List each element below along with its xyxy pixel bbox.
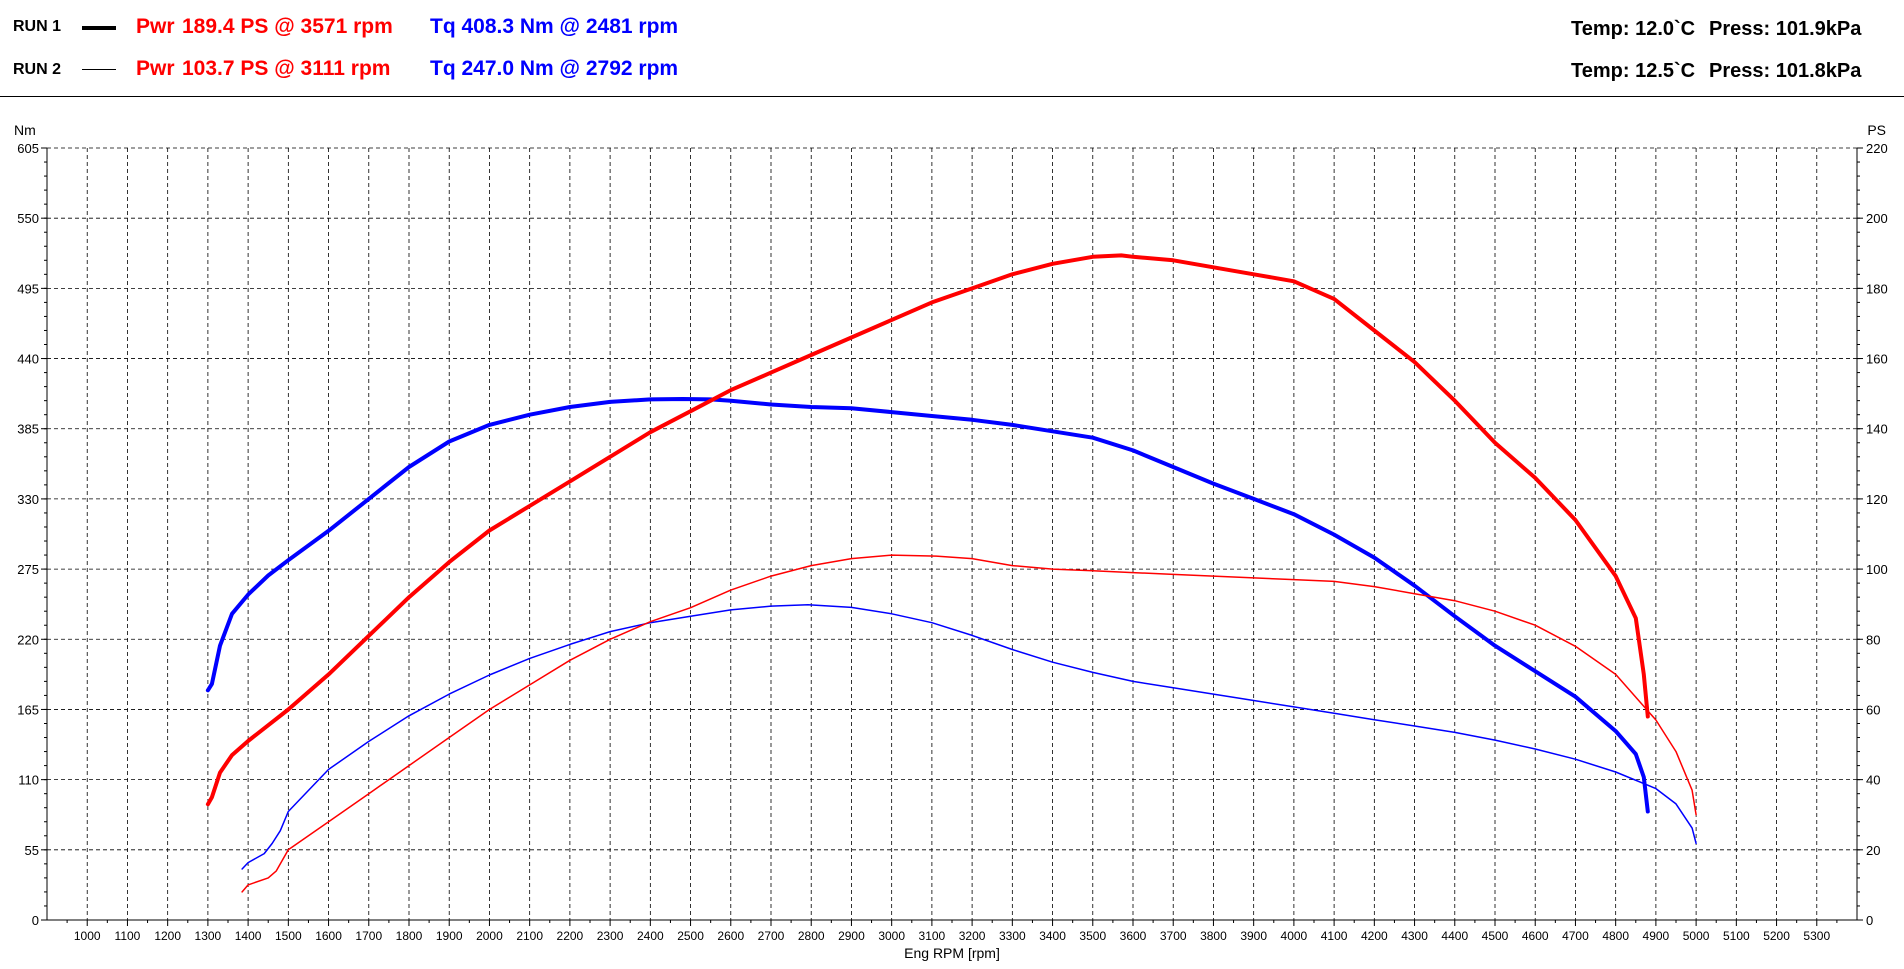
left-axis-label: Nm: [14, 122, 36, 138]
run1-temp: Temp: 12.0`C: [1571, 18, 1696, 40]
run1-press: Press: 101.9kPa: [1709, 18, 1862, 40]
run2-label: RUN 2: [13, 61, 62, 78]
y-left-tick-label: 220: [17, 632, 39, 647]
x-tick-label: 3200: [959, 929, 986, 943]
x-tick-label: 2900: [838, 929, 865, 943]
y-right-tick-label: 200: [1866, 211, 1888, 226]
x-tick-label: 2600: [717, 929, 744, 943]
x-tick-label: 1100: [115, 929, 141, 943]
x-tick-label: 5200: [1763, 929, 1790, 943]
y-right-tick-label: 220: [1866, 141, 1888, 156]
y-left-tick-label: 330: [17, 492, 39, 507]
x-tick-label: 1400: [235, 929, 262, 943]
run2-pwr-prefix: Pwr: [136, 57, 175, 80]
y-right-tick-label: 100: [1866, 562, 1888, 577]
y-right-tick-label: 140: [1866, 422, 1888, 437]
x-tick-label: 1700: [355, 929, 382, 943]
y-left-tick-label: 165: [17, 702, 39, 717]
y-left-tick-label: 385: [17, 422, 39, 437]
x-tick-label: 3900: [1240, 929, 1267, 943]
x-tick-label: 4600: [1522, 929, 1549, 943]
x-tick-label: 1900: [436, 929, 463, 943]
y-left-tick-label: 275: [17, 562, 39, 577]
x-tick-label: 4200: [1361, 929, 1388, 943]
chart-series: [205, 253, 1697, 893]
run1-line-swatch: [82, 26, 116, 30]
x-tick-label: 4000: [1281, 929, 1308, 943]
x-axis-label: Eng RPM [rpm]: [904, 945, 1000, 961]
x-tick-label: 4300: [1401, 929, 1428, 943]
x-tick-label: 1300: [195, 929, 222, 943]
y-right-tick-label: 60: [1866, 702, 1880, 717]
x-tick-label: 2400: [637, 929, 664, 943]
x-tick-label: 3100: [919, 929, 946, 943]
x-tick-label: 2300: [597, 929, 624, 943]
x-tick-label: 2500: [677, 929, 704, 943]
x-tick-label: 1500: [275, 929, 302, 943]
chart-ticks: 1000 1100 1200 1300 1400 1500 1600 1700 1800 1900…: [17, 141, 1887, 943]
x-tick-label: 3300: [999, 929, 1026, 943]
x-tick-label: 1600: [315, 929, 342, 943]
x-tick-label: 4100: [1321, 929, 1348, 943]
run2-press: Press: 101.8kPa: [1709, 60, 1862, 82]
x-tick-label: 1000: [74, 929, 101, 943]
x-tick-label: 5100: [1723, 929, 1750, 943]
run-1-tq-curve: [205, 397, 1650, 814]
run2-pwr-value: 103.7 PS @ 3111 rpm: [182, 57, 391, 80]
run1-label: RUN 1: [13, 18, 62, 35]
header-divider: [0, 96, 1904, 97]
x-tick-label: 1800: [396, 929, 423, 943]
x-tick-label: 4500: [1482, 929, 1509, 943]
x-tick-label: 2800: [798, 929, 825, 943]
y-left-tick-label: 440: [17, 352, 39, 367]
run1-tq-value: Tq 408.3 Nm @ 2481 rpm: [430, 15, 679, 38]
y-right-tick-label: 40: [1866, 773, 1880, 788]
y-left-tick-label: 110: [18, 773, 39, 788]
run-1-pwr-curve: [205, 253, 1650, 807]
x-tick-label: 4700: [1562, 929, 1589, 943]
y-right-tick-label: 0: [1866, 913, 1873, 928]
x-tick-label: 3700: [1160, 929, 1187, 943]
x-tick-label: 2000: [476, 929, 503, 943]
y-left-tick-label: 55: [25, 843, 39, 858]
y-right-tick-label: 20: [1866, 843, 1880, 858]
run-2-pwr-curve: [241, 554, 1697, 893]
x-tick-label: 4400: [1441, 929, 1468, 943]
x-tick-label: 3600: [1120, 929, 1147, 943]
x-tick-label: 5300: [1803, 929, 1830, 943]
x-tick-label: 3000: [878, 929, 905, 943]
x-tick-label: 2700: [758, 929, 785, 943]
run1-pwr-prefix: Pwr: [136, 15, 175, 38]
run2-tq-value: Tq 247.0 Nm @ 2792 rpm: [430, 57, 679, 80]
x-tick-label: 3800: [1200, 929, 1227, 943]
y-right-tick-label: 120: [1866, 492, 1888, 507]
right-axis-label: PS: [1867, 122, 1886, 138]
run2-line-swatch: [82, 69, 116, 70]
run-2-tq-curve: [241, 604, 1697, 870]
y-right-tick-label: 80: [1866, 632, 1880, 647]
x-tick-label: 4800: [1602, 929, 1629, 943]
y-left-tick-label: 495: [17, 281, 39, 296]
y-right-tick-label: 180: [1866, 281, 1888, 296]
y-left-tick-label: 0: [32, 913, 39, 928]
x-tick-label: 3500: [1079, 929, 1106, 943]
x-tick-label: 4900: [1643, 929, 1670, 943]
x-tick-label: 2200: [557, 929, 584, 943]
x-tick-label: 1200: [154, 929, 181, 943]
y-right-tick-label: 160: [1866, 352, 1888, 367]
run2-temp: Temp: 12.5`C: [1571, 60, 1696, 82]
x-tick-label: 3400: [1039, 929, 1066, 943]
x-tick-label: 5000: [1683, 929, 1710, 943]
run1-pwr-value: 189.4 PS @ 3571 rpm: [182, 15, 393, 38]
x-tick-label: 2100: [516, 929, 543, 943]
y-left-tick-label: 550: [17, 211, 39, 226]
y-left-tick-label: 605: [17, 141, 39, 156]
